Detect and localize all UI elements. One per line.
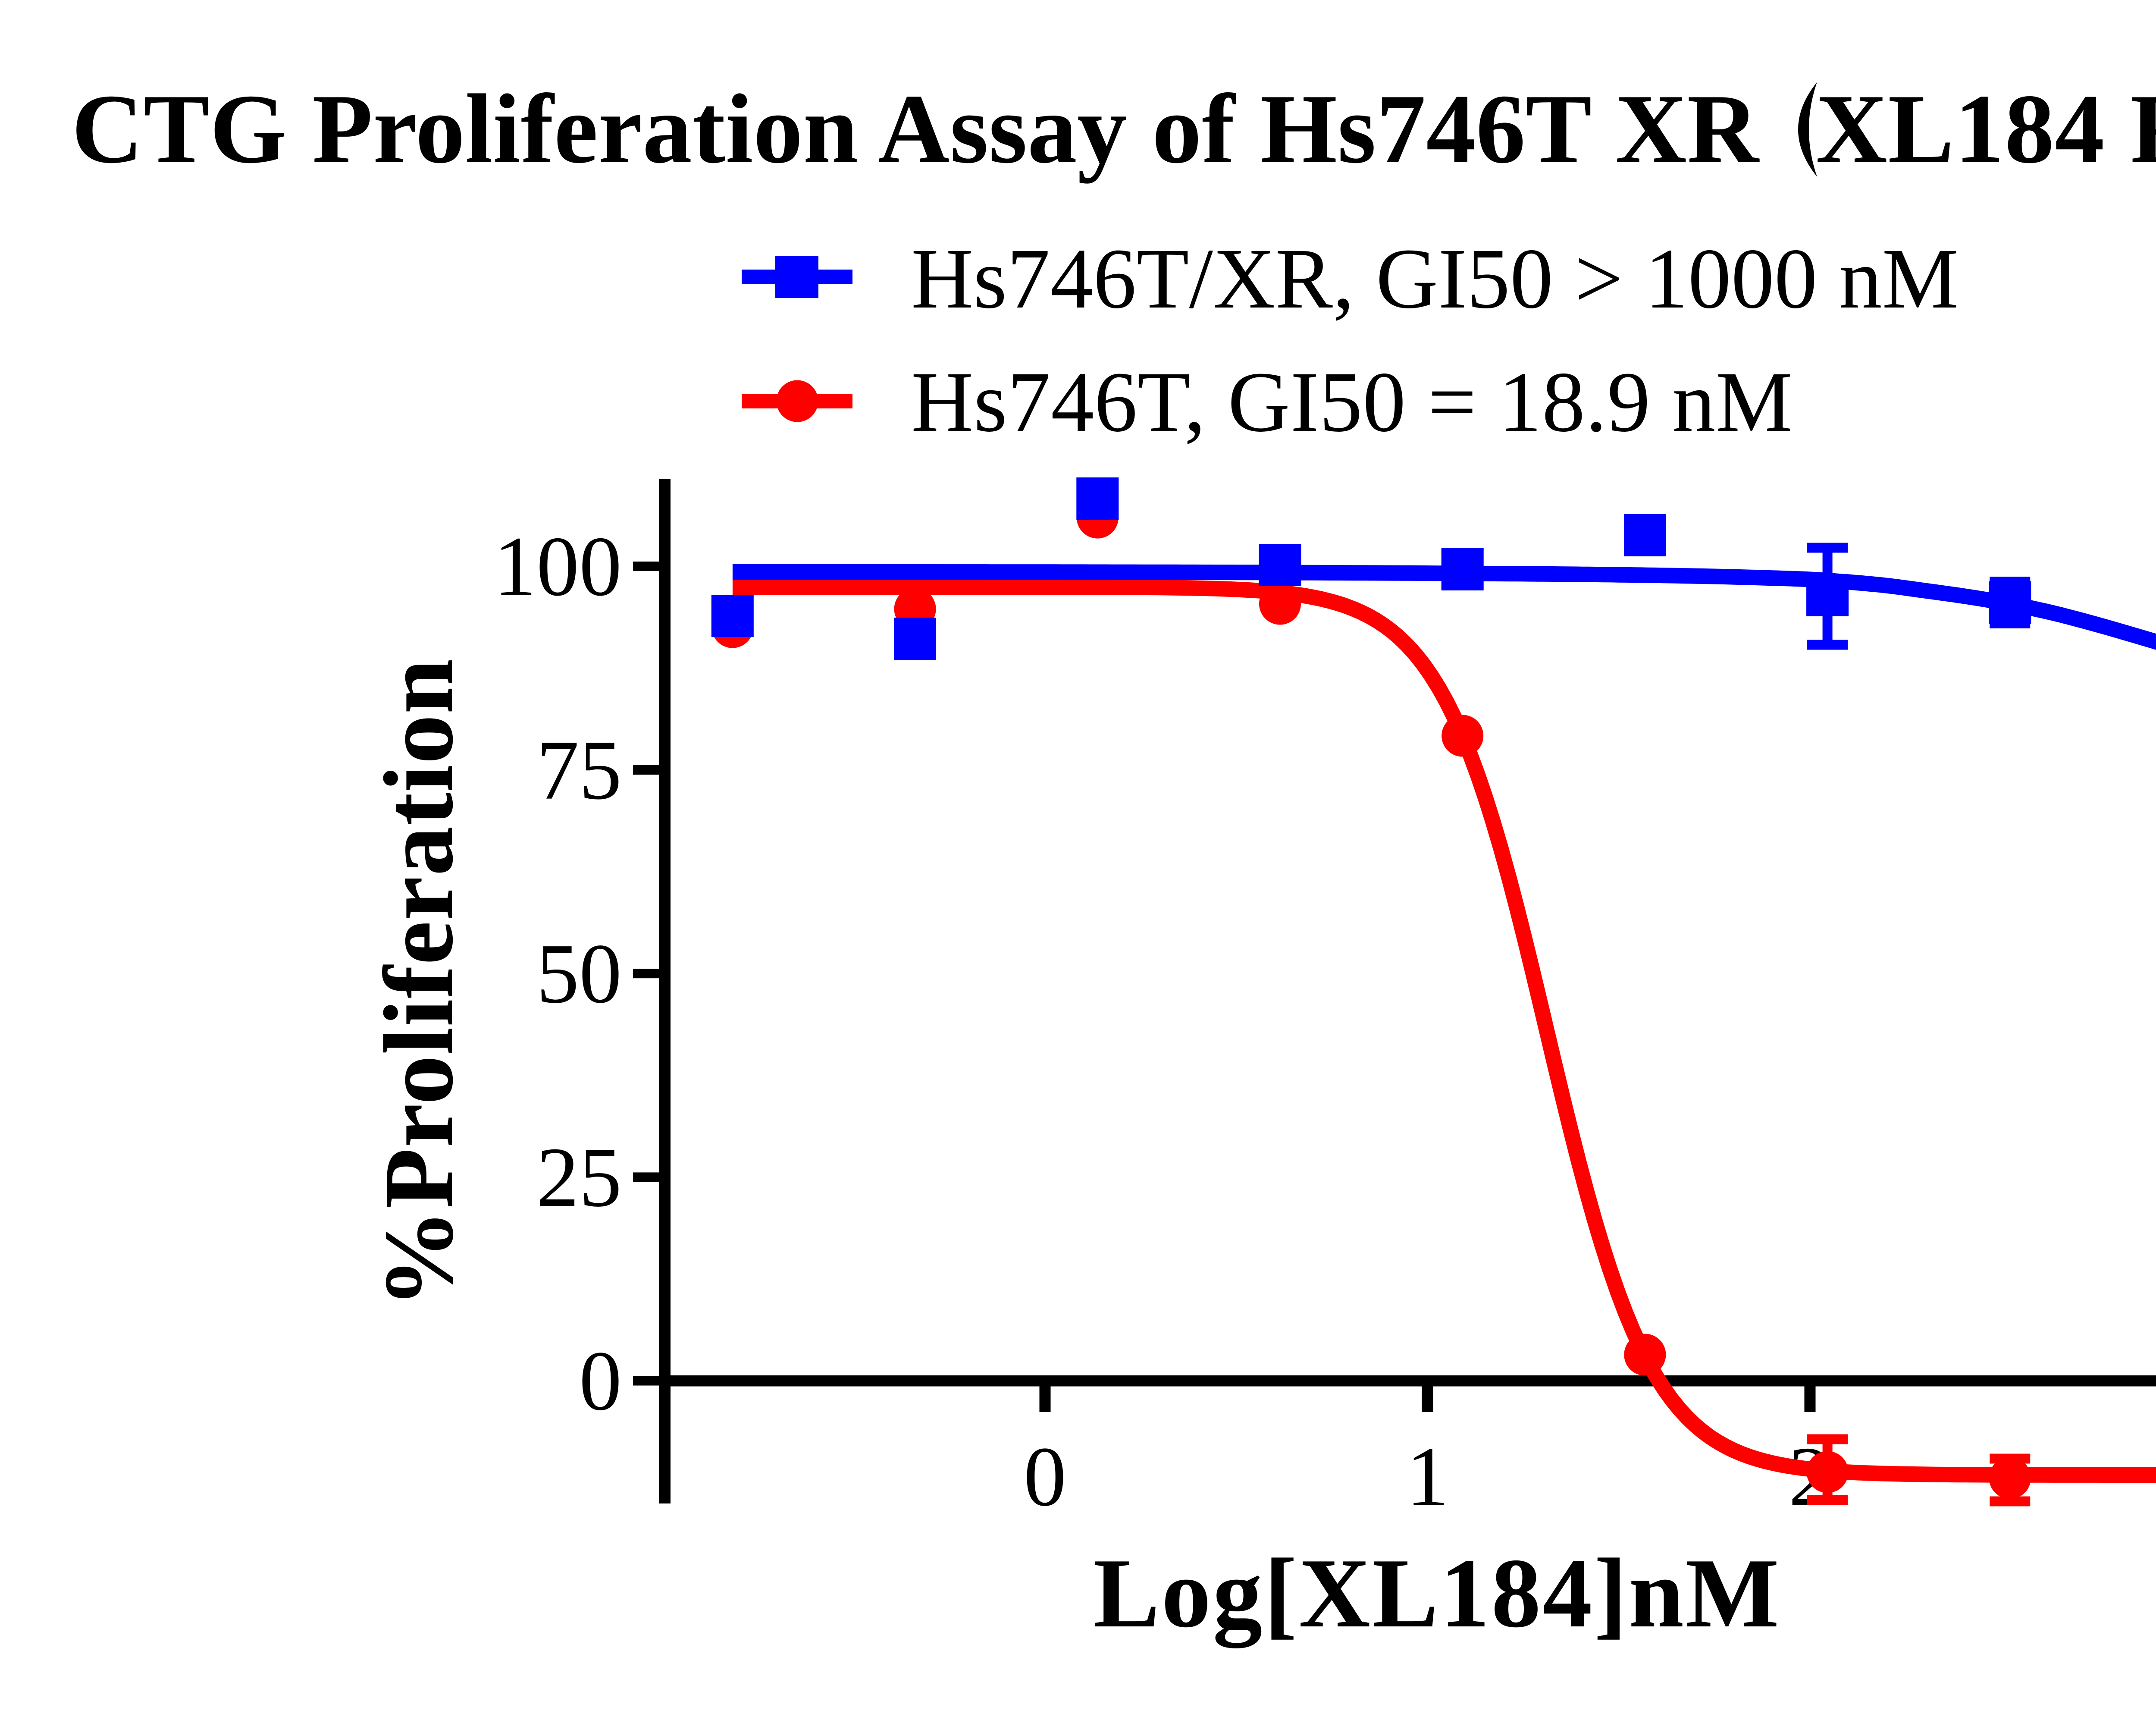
svg-text:%Proliferation: %Proliferation (364, 658, 473, 1308)
svg-text:1: 1 (1406, 1429, 1449, 1524)
svg-text:25: 25 (536, 1130, 622, 1224)
svg-text:CTG Proliferation Assay of Hs7: CTG Proliferation Assay of Hs746T XR (72, 74, 1760, 184)
svg-text:Hs746T, GI50 = 18.9 nM: Hs746T, GI50 = 18.9 nM (911, 355, 1792, 450)
svg-text:XL184 Resistant: XL184 Resistant (1816, 74, 2156, 184)
svg-text:0: 0 (579, 1334, 622, 1428)
svg-text:100: 100 (494, 519, 622, 614)
svg-text:Hs746T/XR, GI50 > 1000 nM: Hs746T/XR, GI50 > 1000 nM (911, 231, 1959, 326)
svg-text:75: 75 (536, 723, 622, 817)
svg-text:Log[XL184]nM: Log[XL184]nM (1094, 1538, 1781, 1648)
svg-text:50: 50 (536, 926, 622, 1021)
svg-text:0: 0 (1024, 1429, 1066, 1524)
